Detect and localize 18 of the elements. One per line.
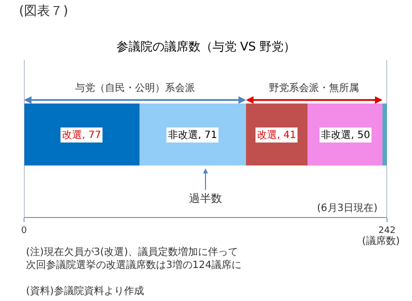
- x-tick-label: 242: [378, 226, 396, 236]
- bar: [140, 104, 246, 166]
- annotation: 野党系会派・無所属: [269, 82, 359, 94]
- annotation: (6月3日現在): [317, 202, 378, 214]
- annotation: 与党（自民・公明）系会派: [75, 82, 195, 94]
- annotation: 過半数: [189, 192, 222, 205]
- data-label: 非改選, 71: [168, 129, 218, 141]
- data-label: 改選, 41: [257, 129, 296, 141]
- bar: [24, 104, 140, 166]
- x-axis-title: (議席数): [362, 235, 400, 247]
- data-label: 非改選, 50: [321, 129, 370, 141]
- x-tick-label: 0: [21, 226, 28, 236]
- text: (注)現在欠員が3(改選)、議員定数増加に伴って次回参議院選挙の改選議席数は3増の124議席に: [26, 246, 242, 271]
- text: (図表７): [19, 4, 68, 19]
- chart-title: 参議院の議席数（与党 VS 野党）: [116, 40, 296, 54]
- bar: [382, 104, 387, 166]
- text: (資料)参議院資料より作成: [26, 285, 144, 297]
- data-label: 改選, 77: [62, 129, 102, 141]
